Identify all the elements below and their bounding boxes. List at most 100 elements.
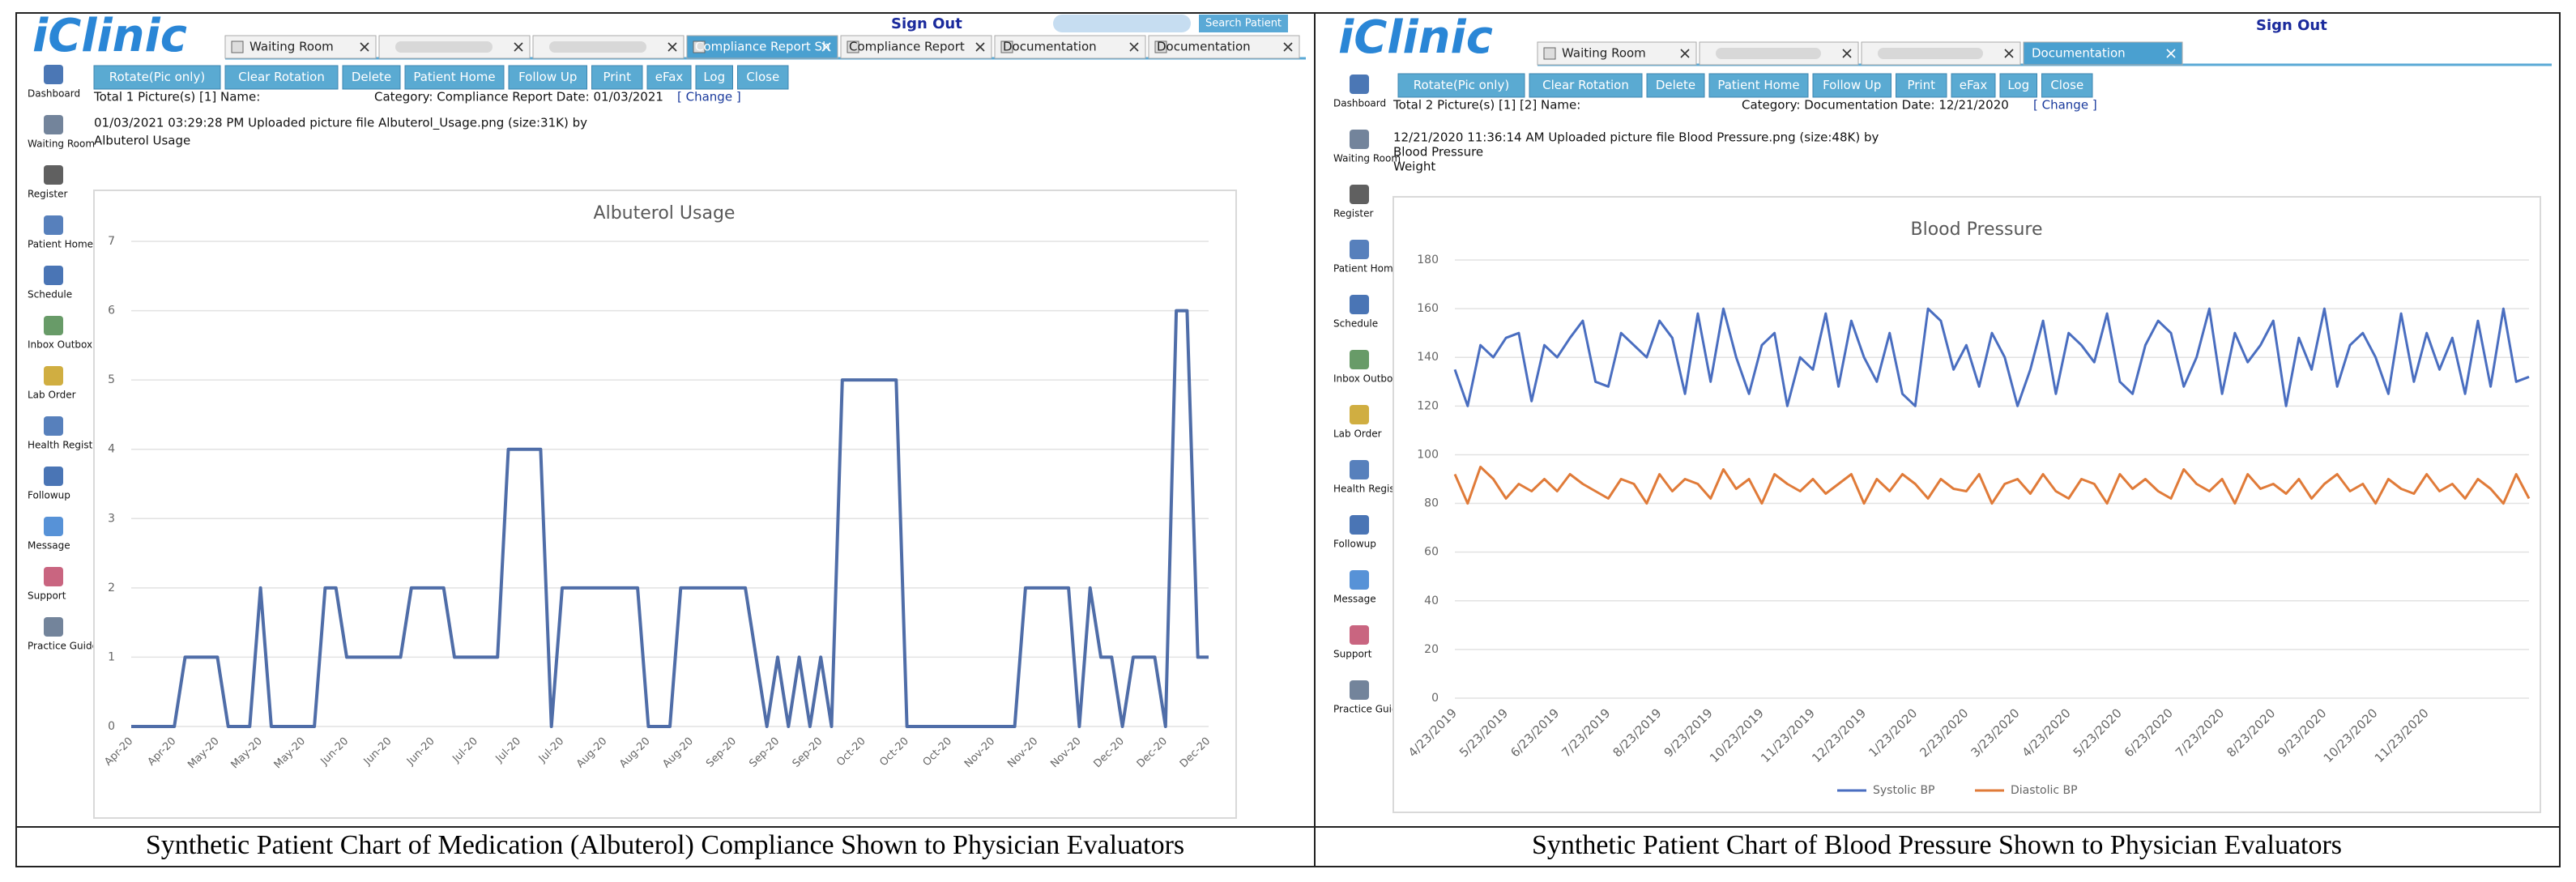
toolbar-button-label[interactable]: Delete (352, 70, 391, 84)
toolbar-button[interactable] (1951, 73, 1996, 98)
sign-out-link[interactable]: Sign Out (2256, 17, 2327, 34)
tab-close[interactable] (1680, 49, 1690, 58)
sidebar-label[interactable]: Schedule (1333, 318, 1378, 330)
sidebar-label[interactable]: Schedule (28, 289, 72, 300)
sidebar-icon[interactable] (44, 517, 63, 536)
sidebar-icon[interactable] (1350, 240, 1369, 259)
tab-label[interactable]: Documentation (2032, 46, 2126, 61)
change-link[interactable]: [ Change ] (677, 90, 741, 104)
sidebar-label[interactable]: Inbox Outbox (28, 339, 92, 351)
sidebar-icon[interactable] (44, 65, 63, 84)
sidebar-icon[interactable] (1350, 405, 1369, 424)
sidebar-icon[interactable] (1350, 75, 1369, 94)
toolbar-button-label[interactable]: Print (1907, 78, 1935, 92)
tab[interactable] (1537, 41, 1697, 66)
toolbar-button[interactable] (342, 65, 401, 90)
sidebar-icon[interactable] (44, 215, 63, 235)
sidebar-label[interactable]: Health Registry (28, 440, 102, 451)
sidebar-label[interactable]: Message (28, 540, 70, 552)
toolbar-button[interactable] (1812, 73, 1891, 98)
sidebar-label[interactable]: Health Registry (1333, 484, 1408, 495)
toolbar-button-label[interactable]: eFax (655, 70, 684, 84)
sidebar-icon[interactable] (44, 316, 63, 335)
toolbar-button[interactable] (1397, 73, 1525, 98)
sidebar-label[interactable]: Waiting Room (1333, 153, 1401, 164)
sidebar-icon[interactable] (44, 617, 63, 637)
sidebar-icon[interactable] (1350, 350, 1369, 369)
sidebar-label[interactable]: Support (1333, 649, 1372, 660)
toolbar-button[interactable] (1708, 73, 1809, 98)
tab-close[interactable] (514, 42, 523, 52)
sidebar-label[interactable]: Message (1333, 594, 1376, 605)
sidebar-icon[interactable] (1350, 515, 1369, 535)
sidebar-label[interactable]: Patient Home (28, 239, 93, 250)
toolbar-button-label[interactable]: Patient Home (1717, 78, 1799, 92)
sidebar-icon[interactable] (44, 366, 63, 386)
tab[interactable] (686, 35, 838, 59)
tab-label[interactable]: Documentation (1003, 40, 1097, 54)
toolbar-button[interactable] (93, 65, 221, 90)
toolbar-button-label[interactable]: Log (703, 70, 725, 84)
toolbar-button-label[interactable]: Close (746, 70, 779, 84)
tab-label[interactable]: Waiting Room (1562, 46, 1646, 61)
toolbar-button[interactable] (2041, 73, 2093, 98)
toolbar-button[interactable] (695, 65, 733, 90)
sidebar-icon[interactable] (44, 115, 63, 134)
sidebar-icon[interactable] (1350, 185, 1369, 204)
toolbar-button-label[interactable]: eFax (1960, 78, 1988, 92)
sidebar-icon[interactable] (1350, 295, 1369, 314)
sidebar-icon[interactable] (1350, 680, 1369, 700)
change-link[interactable]: [ Change ] (2033, 98, 2097, 113)
sidebar-icon[interactable] (1350, 625, 1369, 645)
sidebar-label[interactable]: Register (1333, 208, 1373, 219)
tab[interactable] (994, 35, 1146, 59)
sidebar-icon[interactable] (1350, 460, 1369, 479)
toolbar-button-label[interactable]: Close (2050, 78, 2083, 92)
sidebar-label[interactable]: Register (28, 189, 67, 200)
sidebar-icon[interactable] (1350, 130, 1369, 149)
sidebar-label[interactable]: Lab Order (28, 390, 76, 401)
tab-close[interactable] (1283, 42, 1293, 52)
sidebar-label[interactable]: Lab Order (1333, 428, 1382, 440)
toolbar-button[interactable] (646, 65, 692, 90)
tab-label[interactable]: Compliance Report Sh (695, 40, 830, 54)
toolbar-button[interactable] (224, 65, 339, 90)
tab-close[interactable] (360, 42, 369, 52)
tab-label[interactable]: Compliance Report (849, 40, 965, 54)
sidebar-label[interactable]: Support (28, 590, 66, 602)
toolbar-button-label[interactable]: Delete (1656, 78, 1695, 92)
sidebar-label[interactable]: Followup (1333, 539, 1376, 550)
tab-close[interactable] (1842, 49, 1852, 58)
sidebar-icon[interactable] (44, 416, 63, 436)
tab[interactable] (1148, 35, 1300, 59)
toolbar-button-label[interactable]: Follow Up (518, 70, 577, 84)
tab-close[interactable] (821, 42, 831, 52)
tab[interactable] (840, 35, 992, 59)
tab-close[interactable] (2166, 49, 2176, 58)
sidebar-label[interactable]: Patient Home (1333, 263, 1399, 275)
tab-close[interactable] (667, 42, 677, 52)
sidebar-label[interactable]: Inbox Outbox (1333, 373, 1398, 385)
sidebar-icon[interactable] (1350, 570, 1369, 590)
toolbar-button-label[interactable]: Clear Rotation (1542, 78, 1629, 92)
toolbar-button-label[interactable]: Follow Up (1823, 78, 1881, 92)
tab-label[interactable]: Waiting Room (249, 40, 334, 54)
sign-out-link[interactable]: Sign Out (891, 15, 962, 32)
sidebar-label[interactable]: Waiting Room (28, 138, 95, 150)
toolbar-button[interactable] (404, 65, 505, 90)
tab[interactable] (224, 35, 377, 59)
toolbar-button-label[interactable]: Log (2007, 78, 2029, 92)
toolbar-button[interactable] (1646, 73, 1705, 98)
tab-close[interactable] (1129, 42, 1139, 52)
sidebar-icon[interactable] (44, 567, 63, 586)
sidebar-icon[interactable] (44, 467, 63, 486)
toolbar-button[interactable] (1896, 73, 1947, 98)
tab-label[interactable]: Documentation (1157, 40, 1251, 54)
search-button-label[interactable]: Search Patient (1205, 18, 1282, 30)
toolbar-button-label[interactable]: Clear Rotation (238, 70, 325, 84)
tab[interactable] (2023, 41, 2183, 66)
tab-close[interactable] (2004, 49, 2014, 58)
toolbar-button-label[interactable]: Patient Home (413, 70, 495, 84)
sidebar-label[interactable]: Followup (28, 490, 70, 501)
toolbar-button-label[interactable]: Rotate(Pic only) (1414, 78, 1509, 92)
